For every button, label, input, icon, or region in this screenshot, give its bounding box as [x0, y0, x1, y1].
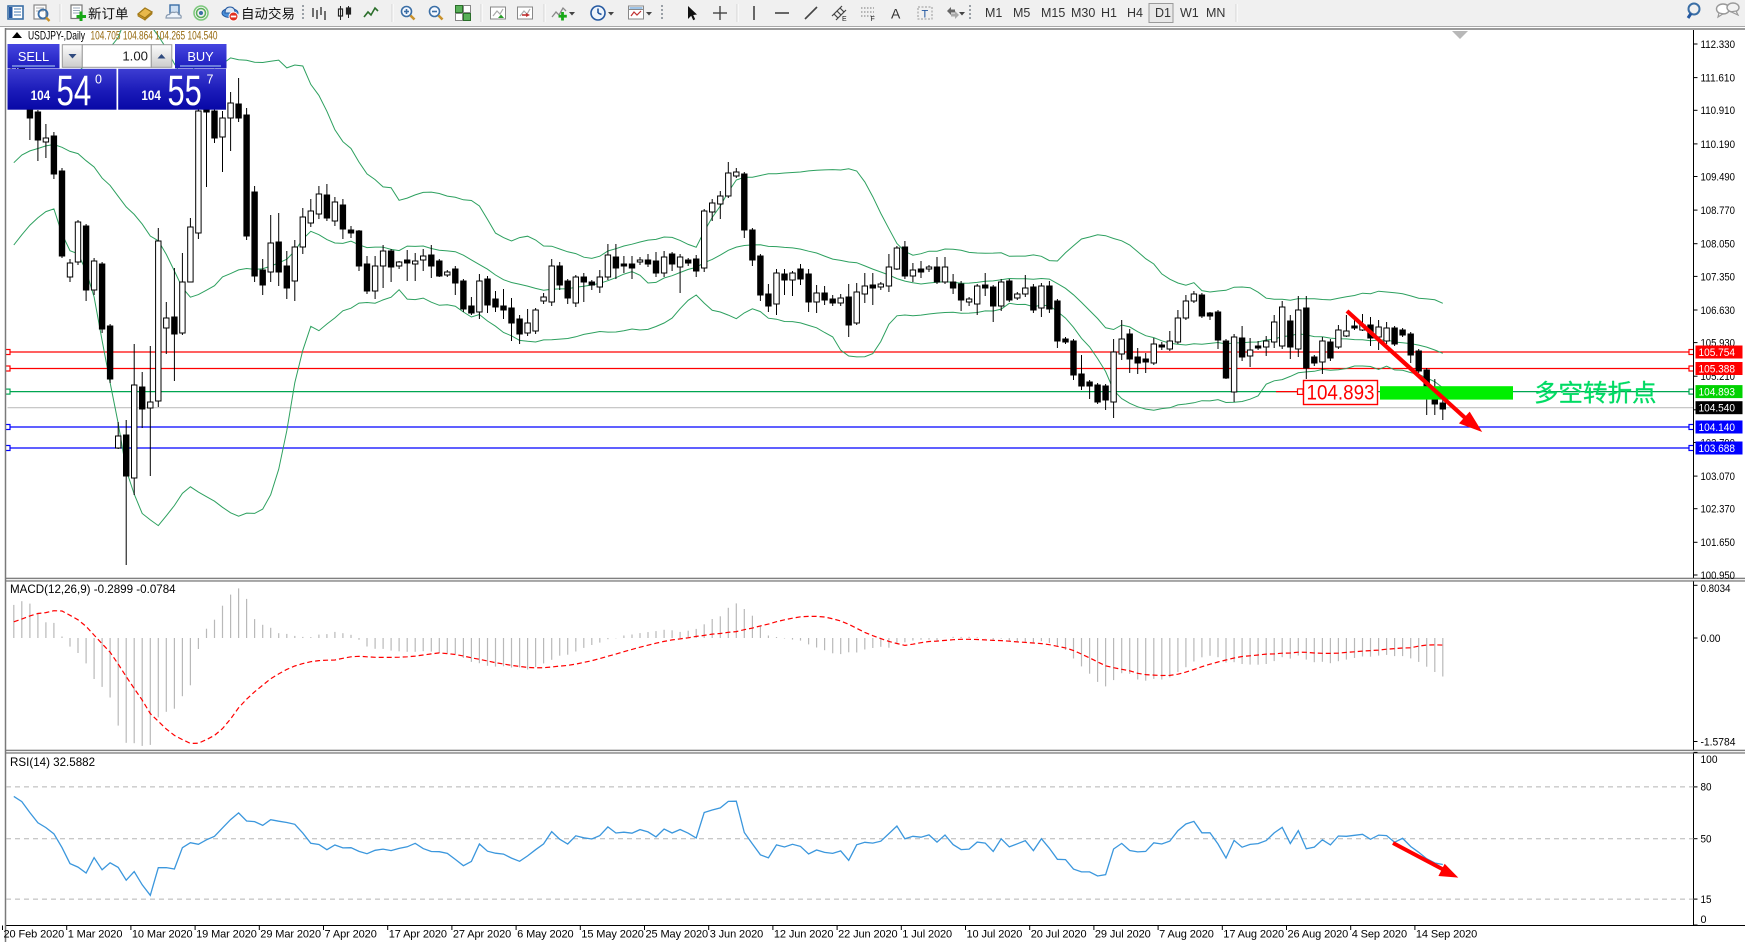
svg-text:104.893: 104.893 — [1307, 382, 1375, 405]
svg-text:M15: M15 — [1041, 6, 1065, 20]
svg-text:15: 15 — [1701, 894, 1712, 906]
svg-text:H1: H1 — [1101, 6, 1117, 20]
svg-text:22 Jun 2020: 22 Jun 2020 — [838, 929, 897, 941]
svg-text:17 Aug 2020: 17 Aug 2020 — [1223, 929, 1284, 941]
svg-text:102.370: 102.370 — [1701, 504, 1736, 516]
svg-text:108.050: 108.050 — [1701, 239, 1736, 251]
svg-text:0: 0 — [95, 73, 102, 87]
svg-text:110.910: 110.910 — [1701, 105, 1736, 117]
svg-text:M30: M30 — [1071, 6, 1095, 20]
svg-text:H4: H4 — [1127, 6, 1143, 20]
svg-text:T: T — [922, 9, 929, 21]
svg-text:4 Sep 2020: 4 Sep 2020 — [1352, 929, 1407, 941]
svg-text:55: 55 — [168, 67, 202, 110]
svg-text:MN: MN — [1206, 6, 1225, 20]
svg-text:6 May 2020: 6 May 2020 — [517, 929, 573, 941]
svg-text:26 Aug 2020: 26 Aug 2020 — [1288, 929, 1349, 941]
svg-text:15 May 2020: 15 May 2020 — [581, 929, 644, 941]
svg-text:1 Jul 2020: 1 Jul 2020 — [902, 929, 952, 941]
svg-text:M1: M1 — [985, 6, 1002, 20]
svg-text:108.770: 108.770 — [1701, 205, 1736, 217]
svg-text:10 Jul 2020: 10 Jul 2020 — [967, 929, 1023, 941]
svg-text:12 Jun 2020: 12 Jun 2020 — [774, 929, 833, 941]
svg-text:106.630: 106.630 — [1701, 305, 1736, 317]
svg-text:109.490: 109.490 — [1701, 171, 1736, 183]
svg-text:100: 100 — [1701, 754, 1718, 766]
svg-text:103.688: 103.688 — [1699, 443, 1736, 455]
svg-text:54: 54 — [57, 67, 92, 110]
svg-text:W1: W1 — [1180, 6, 1199, 20]
svg-text:111.610: 111.610 — [1701, 73, 1736, 85]
svg-text:0: 0 — [1701, 914, 1707, 926]
svg-text:10 Mar 2020: 10 Mar 2020 — [132, 929, 193, 941]
svg-text:105.754: 105.754 — [1699, 347, 1736, 359]
svg-text:SELL: SELL — [18, 49, 49, 64]
svg-text:103.070: 103.070 — [1701, 471, 1736, 483]
svg-text:0.00: 0.00 — [1701, 633, 1721, 645]
svg-text:29 Mar 2020: 29 Mar 2020 — [260, 929, 321, 941]
svg-text:101.650: 101.650 — [1701, 537, 1736, 549]
svg-text:50: 50 — [1701, 834, 1712, 846]
svg-text:E: E — [842, 16, 847, 23]
svg-text:D1: D1 — [1155, 6, 1171, 20]
svg-text:29 Jul 2020: 29 Jul 2020 — [1095, 929, 1151, 941]
svg-text:19 Mar 2020: 19 Mar 2020 — [196, 929, 257, 941]
svg-text:110.190: 110.190 — [1701, 139, 1736, 151]
svg-text:112.330: 112.330 — [1701, 39, 1736, 51]
svg-text:104.140: 104.140 — [1699, 422, 1736, 434]
svg-text:104: 104 — [141, 88, 161, 104]
svg-text:25 May 2020: 25 May 2020 — [646, 929, 709, 941]
svg-text:1 Mar 2020: 1 Mar 2020 — [68, 929, 123, 941]
svg-text:20 Feb 2020: 20 Feb 2020 — [4, 929, 65, 941]
svg-text:A: A — [891, 6, 901, 22]
svg-text:7 Aug 2020: 7 Aug 2020 — [1159, 929, 1214, 941]
svg-text:F: F — [871, 16, 875, 23]
svg-text:104.893: 104.893 — [1699, 387, 1736, 399]
svg-text:RSI(14) 32.5882: RSI(14) 32.5882 — [10, 756, 95, 769]
svg-text:7: 7 — [207, 73, 214, 87]
svg-text:M5: M5 — [1013, 6, 1030, 20]
svg-text:USDJPY-,Daily: USDJPY-,Daily — [28, 29, 85, 43]
svg-text:-1.5784: -1.5784 — [1701, 737, 1736, 749]
svg-text:0.8034: 0.8034 — [1701, 583, 1731, 595]
svg-text:107.350: 107.350 — [1701, 271, 1736, 283]
svg-text:3 Jun 2020: 3 Jun 2020 — [710, 929, 763, 941]
svg-text:104.540: 104.540 — [1699, 403, 1736, 415]
svg-text:104: 104 — [31, 88, 51, 104]
svg-text:17 Apr 2020: 17 Apr 2020 — [389, 929, 447, 941]
svg-text:27 Apr 2020: 27 Apr 2020 — [453, 929, 511, 941]
svg-text:80: 80 — [1701, 782, 1712, 794]
svg-text:MACD(12,26,9) -0.2899 -0.0784: MACD(12,26,9) -0.2899 -0.0784 — [10, 583, 176, 596]
svg-text:BUY: BUY — [187, 49, 214, 64]
svg-text:105.388: 105.388 — [1699, 363, 1736, 375]
svg-text:20 Jul 2020: 20 Jul 2020 — [1031, 929, 1087, 941]
svg-text:104.705 104.864 104.265 104.54: 104.705 104.864 104.265 104.540 — [91, 29, 218, 43]
svg-text:7 Apr 2020: 7 Apr 2020 — [325, 929, 377, 941]
svg-text:100.950: 100.950 — [1701, 570, 1736, 582]
svg-text:14 Sep 2020: 14 Sep 2020 — [1416, 929, 1477, 941]
svg-text:1.00: 1.00 — [122, 49, 148, 64]
